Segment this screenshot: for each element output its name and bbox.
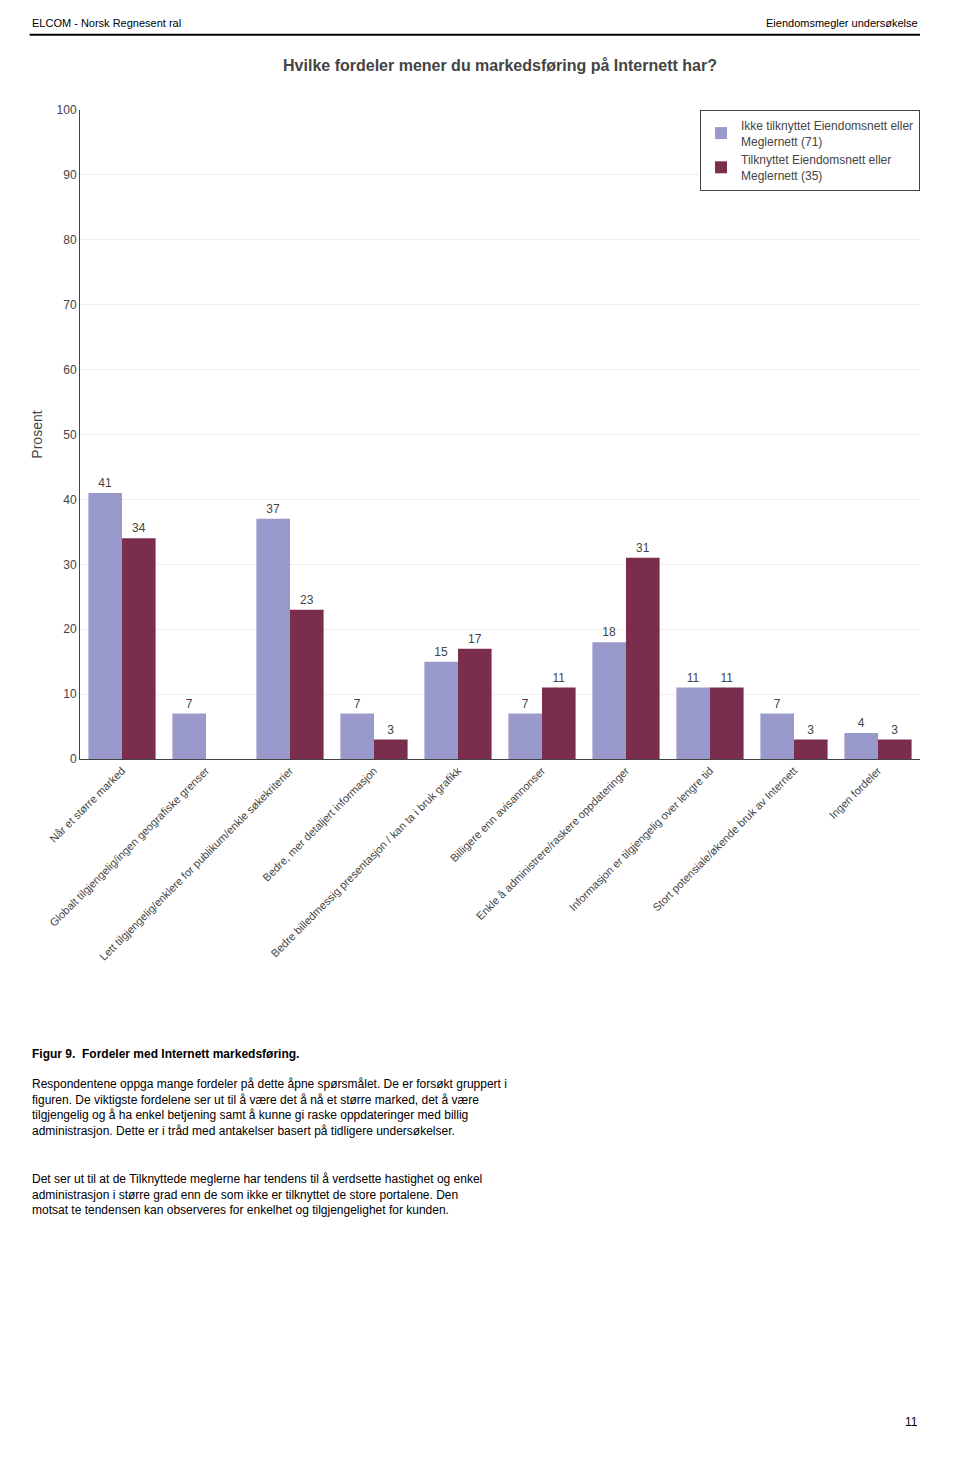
svg-text:Ingen fordeler: Ingen fordeler	[827, 764, 884, 821]
svg-text:37: 37	[266, 502, 280, 516]
svg-text:11: 11	[687, 671, 700, 685]
svg-text:10: 10	[63, 687, 77, 701]
svg-text:40: 40	[63, 493, 77, 507]
svg-text:4: 4	[858, 716, 865, 730]
svg-text:15: 15	[434, 645, 448, 659]
svg-text:3: 3	[387, 723, 394, 737]
svg-text:Informasjon er tilgjengelig ov: Informasjon er tilgjengelig over lengre …	[567, 765, 716, 914]
svg-text:Respondentene oppga mange ford: Respondentene oppga mange fordeler på de…	[32, 1077, 507, 1138]
svg-text:7: 7	[354, 697, 361, 711]
svg-text:23: 23	[300, 593, 314, 607]
svg-text:7: 7	[522, 697, 529, 711]
svg-text:90: 90	[63, 168, 77, 182]
svg-text:Bedre, mer detaljert informasj: Bedre, mer detaljert informasjon	[260, 765, 379, 884]
svg-text:41: 41	[98, 476, 112, 490]
svg-text:3: 3	[807, 723, 814, 737]
svg-text:Enkle å administrere/raskere o: Enkle å administrere/raskere oppdatering…	[474, 764, 632, 922]
svg-text:70: 70	[63, 298, 77, 312]
svg-text:Hvilke fordeler mener du marke: Hvilke fordeler mener du markedsføring p…	[283, 57, 717, 74]
svg-text:7: 7	[186, 697, 193, 711]
svg-text:Globalt tilgjengelig/ingen geo: Globalt tilgjengelig/ingen geografiske g…	[47, 764, 211, 928]
svg-text:3: 3	[891, 723, 898, 737]
svg-text:60: 60	[63, 363, 77, 377]
svg-text:Når et større marked: Når et større marked	[47, 765, 127, 845]
svg-text:11: 11	[905, 1415, 918, 1429]
svg-text:17: 17	[468, 632, 482, 646]
svg-text:20: 20	[63, 622, 77, 636]
svg-text:7: 7	[774, 697, 781, 711]
svg-text:80: 80	[63, 233, 77, 247]
svg-text:Billigere enn avisannonser: Billigere enn avisannonser	[448, 764, 548, 864]
svg-text:0: 0	[70, 752, 77, 766]
svg-text:100: 100	[57, 103, 77, 117]
svg-text:18: 18	[602, 625, 616, 639]
svg-text:11: 11	[720, 671, 733, 685]
svg-text:Det ser ut til at de Tilknytte: Det ser ut til at de Tilknyttede meglern…	[32, 1172, 482, 1217]
svg-text:Eiendomsmegler undersøkelse: Eiendomsmegler undersøkelse	[766, 17, 918, 29]
svg-text:Lett tilgjengelig/enklere for: Lett tilgjengelig/enklere for publikum/e…	[97, 764, 296, 963]
svg-text:30: 30	[63, 558, 77, 572]
svg-text:Tilknyttet Eiendomsnett ellerM: Tilknyttet Eiendomsnett ellerMeglernett …	[741, 153, 891, 183]
svg-text:ELCOM - Norsk Regnesent ral: ELCOM - Norsk Regnesent ral	[32, 17, 181, 29]
svg-text:11: 11	[552, 671, 565, 685]
svg-text:50: 50	[63, 428, 77, 442]
svg-text:Bedre billedmessig presentasjo: Bedre billedmessig presentasjon / kan ta…	[268, 764, 463, 959]
svg-text:Ikke tilknyttet Eiendomsnett e: Ikke tilknyttet Eiendomsnett ellerMegler…	[741, 119, 913, 149]
svg-text:Prosent: Prosent	[29, 410, 45, 458]
svg-text:Figur 9. Fordeler med Interne: Figur 9. Fordeler med Internett markedsf…	[32, 1047, 299, 1061]
svg-text:34: 34	[132, 521, 146, 535]
svg-text:31: 31	[636, 541, 650, 555]
svg-text:Stort potensiale/økende bruk a: Stort potensiale/økende bruk av Internet…	[650, 765, 799, 914]
